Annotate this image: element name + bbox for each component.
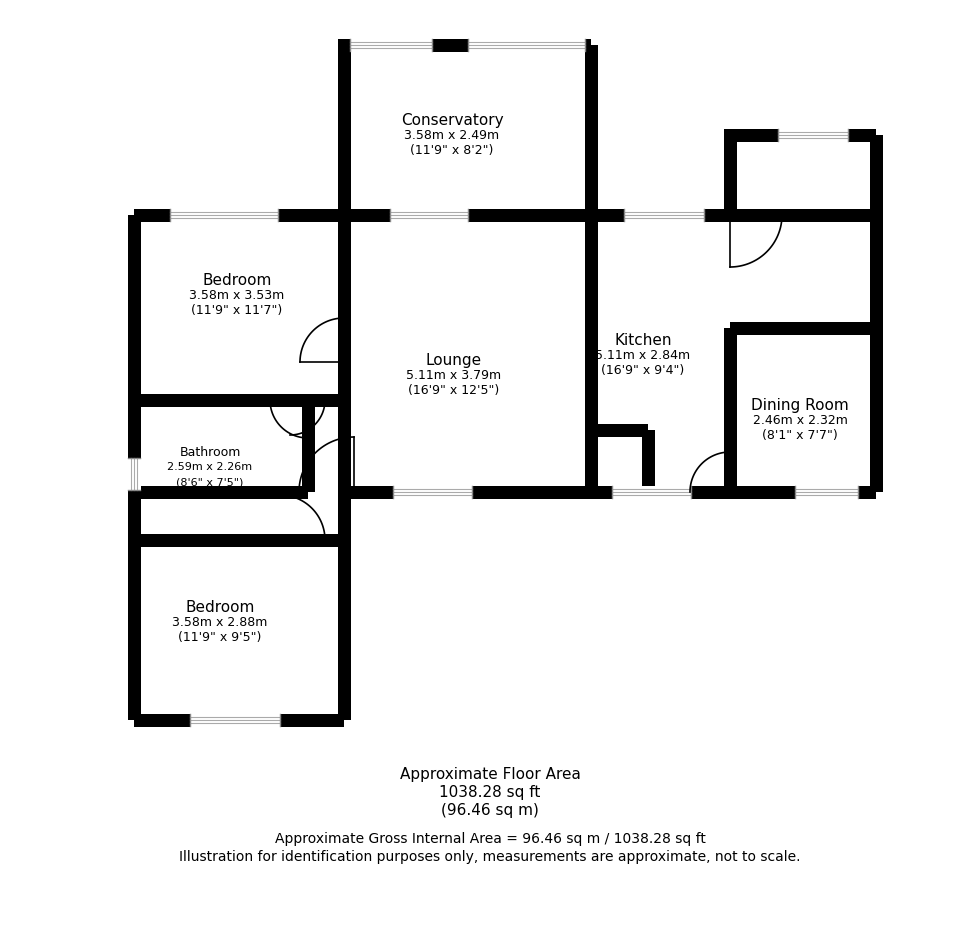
Text: Kitchen: Kitchen	[614, 333, 671, 348]
Bar	[870, 135, 883, 492]
Bar	[390, 209, 468, 222]
Text: (8'6" x 7'5"): (8'6" x 7'5")	[176, 477, 244, 487]
Text: 2.46m x 2.32m: 2.46m x 2.32m	[753, 413, 848, 426]
Bar	[338, 215, 351, 540]
Bar	[585, 209, 598, 222]
Text: 5.11m x 2.84m: 5.11m x 2.84m	[596, 349, 691, 362]
Text: Bedroom: Bedroom	[202, 273, 271, 287]
Text: (16'9" x 9'4"): (16'9" x 9'4")	[602, 363, 685, 376]
Bar	[128, 458, 141, 490]
Bar	[338, 540, 351, 720]
Bar	[642, 430, 655, 492]
Text: Dining Room: Dining Room	[751, 398, 849, 413]
Text: 1038.28 sq ft: 1038.28 sq ft	[439, 785, 541, 801]
Bar	[344, 39, 591, 52]
Bar	[302, 400, 315, 492]
Text: 3.58m x 2.49m: 3.58m x 2.49m	[405, 129, 500, 142]
Bar	[134, 714, 344, 727]
Bar	[338, 209, 351, 222]
Bar	[134, 209, 344, 222]
Bar	[344, 486, 876, 499]
Bar	[134, 486, 308, 499]
Bar	[432, 39, 468, 52]
Text: (8'1" x 7'7"): (8'1" x 7'7")	[762, 428, 838, 441]
Bar	[624, 209, 704, 222]
Bar	[393, 486, 472, 499]
Text: Lounge: Lounge	[426, 352, 482, 367]
Text: (96.46 sq m): (96.46 sq m)	[441, 804, 539, 819]
Text: Approximate Floor Area: Approximate Floor Area	[400, 768, 580, 782]
Bar	[724, 129, 737, 142]
Text: (11'9" x 9'5"): (11'9" x 9'5")	[178, 631, 262, 644]
Bar	[350, 39, 432, 52]
Bar	[338, 45, 351, 215]
Bar	[134, 394, 344, 407]
Text: 2.59m x 2.26m: 2.59m x 2.26m	[168, 462, 253, 472]
Bar	[612, 486, 691, 499]
Bar	[344, 209, 876, 222]
Text: (11'9" x 8'2"): (11'9" x 8'2")	[411, 144, 494, 157]
Bar	[585, 45, 598, 215]
Text: Bedroom: Bedroom	[185, 601, 255, 616]
Bar	[585, 215, 598, 492]
Bar	[128, 215, 141, 720]
Text: Approximate Gross Internal Area = 96.46 sq m / 1038.28 sq ft: Approximate Gross Internal Area = 96.46 …	[274, 832, 706, 846]
Text: Bathroom: Bathroom	[179, 446, 241, 459]
Bar	[724, 135, 737, 215]
Text: (11'9" x 11'7"): (11'9" x 11'7")	[191, 303, 282, 316]
Text: Conservatory: Conservatory	[401, 112, 504, 128]
Text: Illustration for identification purposes only, measurements are approximate, not: Illustration for identification purposes…	[179, 850, 801, 864]
Bar	[724, 328, 737, 492]
Bar	[170, 209, 278, 222]
Bar	[778, 129, 848, 142]
Bar	[134, 534, 344, 547]
Text: (16'9" x 12'5"): (16'9" x 12'5")	[409, 384, 500, 397]
Bar	[730, 322, 876, 335]
Bar	[795, 486, 858, 499]
Bar	[468, 39, 585, 52]
Bar	[730, 129, 876, 142]
Text: 3.58m x 3.53m: 3.58m x 3.53m	[189, 288, 284, 301]
Bar	[190, 714, 280, 727]
Bar	[591, 424, 648, 437]
Text: 5.11m x 3.79m: 5.11m x 3.79m	[407, 369, 502, 382]
Bar	[338, 39, 351, 52]
Text: 3.58m x 2.88m: 3.58m x 2.88m	[172, 616, 268, 629]
